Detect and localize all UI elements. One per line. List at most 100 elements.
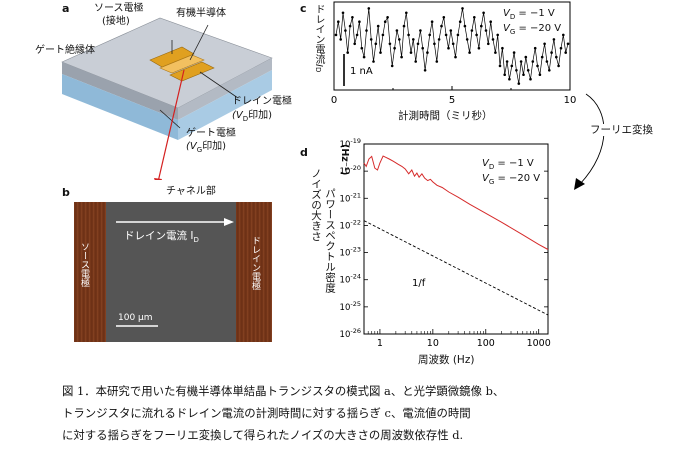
- drain-electrode-shape: [169, 61, 215, 82]
- source-electrode-shape: [149, 46, 195, 68]
- d-ytick-label: 10-20: [340, 164, 361, 177]
- trace-point: [550, 51, 553, 54]
- trace-point: [536, 64, 539, 68]
- trace-point: [444, 33, 448, 37]
- trace-point: [508, 77, 511, 81]
- trace-point: [437, 38, 441, 41]
- d-ytick-label: 10-26: [340, 327, 361, 340]
- source-electrode-vertical-label: ソース電極: [79, 242, 89, 287]
- semiconductor-crystal: [159, 54, 205, 74]
- panel-d-ylabel-2: パワースペクトル密度: [324, 188, 336, 293]
- trace-point: [545, 60, 549, 63]
- c-xtick-2: 10: [564, 95, 577, 106]
- trace-point: [533, 46, 537, 50]
- trace-point: [388, 42, 392, 46]
- trace-point: [402, 24, 406, 28]
- trace-point: [376, 24, 380, 28]
- drain-electrode-label: ドレイン電極: [232, 96, 292, 108]
- trace-point: [407, 33, 410, 37]
- trace-point: [487, 42, 490, 46]
- trace-point: [449, 29, 453, 32]
- trace-point: [557, 64, 560, 68]
- panel-b-label: b: [62, 186, 70, 199]
- trace-point: [480, 24, 483, 28]
- trace-point: [346, 51, 349, 54]
- insulator-front-face: [62, 62, 178, 120]
- trace-point: [538, 73, 542, 76]
- d-xtick-label: 1000: [527, 338, 551, 349]
- trace-point: [339, 38, 342, 41]
- panel-d-vg: VG = −20 V: [482, 173, 541, 186]
- trace-point: [543, 42, 546, 46]
- panel-c-vd: VD = −1 V: [503, 8, 555, 23]
- trace-point: [564, 51, 567, 54]
- trace-point: [344, 29, 347, 32]
- trace-point: [386, 15, 389, 19]
- trace-point: [559, 46, 563, 50]
- source-electrode-note: (接地): [102, 16, 130, 27]
- trace-point: [482, 11, 485, 15]
- trace-point: [334, 33, 338, 37]
- trace-point: [470, 29, 474, 32]
- trace-point: [458, 20, 462, 24]
- trace-point: [365, 29, 368, 32]
- trace-point: [461, 7, 464, 10]
- c-xtick-1: 5: [449, 95, 455, 106]
- gate-electrode-note: (VG印加): [186, 141, 227, 154]
- trace-point: [555, 55, 558, 59]
- trace-point: [362, 55, 366, 59]
- trace-point: [383, 20, 387, 24]
- trace-point: [412, 38, 415, 41]
- trace-point: [414, 60, 417, 63]
- trace-point: [451, 42, 455, 46]
- d-ytick-label: 10-19: [340, 137, 361, 150]
- spectrum-line: [363, 155, 549, 250]
- drain-electrode-vertical-label: ドレイン電極: [250, 236, 260, 290]
- trace-point: [489, 20, 492, 24]
- trace-point: [358, 20, 361, 24]
- trace-point: [393, 46, 396, 50]
- caption-line-2: トランジスタに流れるドレイン電流の計測時間に対する揺らぎ c、電流値の時間: [62, 406, 471, 420]
- source-electrode-region: [74, 202, 106, 342]
- d-ytick-label: 10-25: [340, 300, 361, 313]
- trace-point: [475, 33, 478, 37]
- trace-point: [473, 15, 476, 19]
- trace-point: [465, 38, 469, 41]
- trace-point: [351, 15, 354, 19]
- trace-point: [419, 29, 422, 32]
- trace-point: [491, 38, 495, 41]
- d-ytick-label: 10-21: [340, 191, 361, 204]
- figure-caption: 図 1．本研究で用いた有機半導体単結晶トランジスタの模式図 a、と光学顕微鏡像 …: [62, 380, 662, 446]
- noise-spectrum-chart: 10-19 10-20 10-21 10-22 10-23 10-24 10-25 10-26…: [340, 137, 551, 349]
- trace-point: [484, 29, 488, 32]
- trace-point: [430, 20, 434, 24]
- trace-point: [456, 33, 460, 37]
- trace-point: [433, 42, 436, 46]
- d-ytick-label: 10-23: [340, 246, 361, 259]
- trace-point: [512, 51, 516, 54]
- trace-point: [548, 69, 551, 72]
- trace-point: [503, 73, 506, 76]
- panel-a-label: a: [62, 2, 70, 15]
- panel-d-ylabel-1: ノイズの大きさ: [310, 168, 322, 242]
- trace-point: [428, 33, 431, 37]
- trace-point: [398, 38, 401, 41]
- trace-point: [405, 11, 408, 15]
- gate-insulator-label: ゲート絶縁体: [35, 45, 95, 56]
- trace-point: [416, 42, 420, 46]
- drain-electrode-note: (VD印加): [232, 110, 273, 123]
- micrograph: ソース電極 ドレイン電極 ドレイン電流 ID 100 µm: [74, 202, 272, 342]
- caption-line-1: 図 1．本研究で用いた有機半導体単結晶トランジスタの模式図 a、と光学顕微鏡像 …: [62, 384, 505, 398]
- c-xtick-0: 0: [331, 95, 337, 106]
- chart-d-frame: [363, 143, 549, 335]
- caption-line-3: に対する揺らぎをフーリエ変換して得られたノイズの大きさの周波数依存性 d.: [62, 428, 464, 442]
- inverse-f-label: 1/f: [412, 278, 426, 289]
- panel-d-ylabel-unit: (Hz⁻¹): [339, 144, 350, 176]
- inverse-f-line: [363, 220, 549, 316]
- trace-point: [526, 69, 530, 72]
- trace-point: [454, 55, 457, 59]
- trace-point: [353, 42, 356, 46]
- trace-point: [440, 24, 443, 28]
- semiconductor-label: 有機半導体: [176, 8, 226, 19]
- trace-point: [529, 77, 532, 81]
